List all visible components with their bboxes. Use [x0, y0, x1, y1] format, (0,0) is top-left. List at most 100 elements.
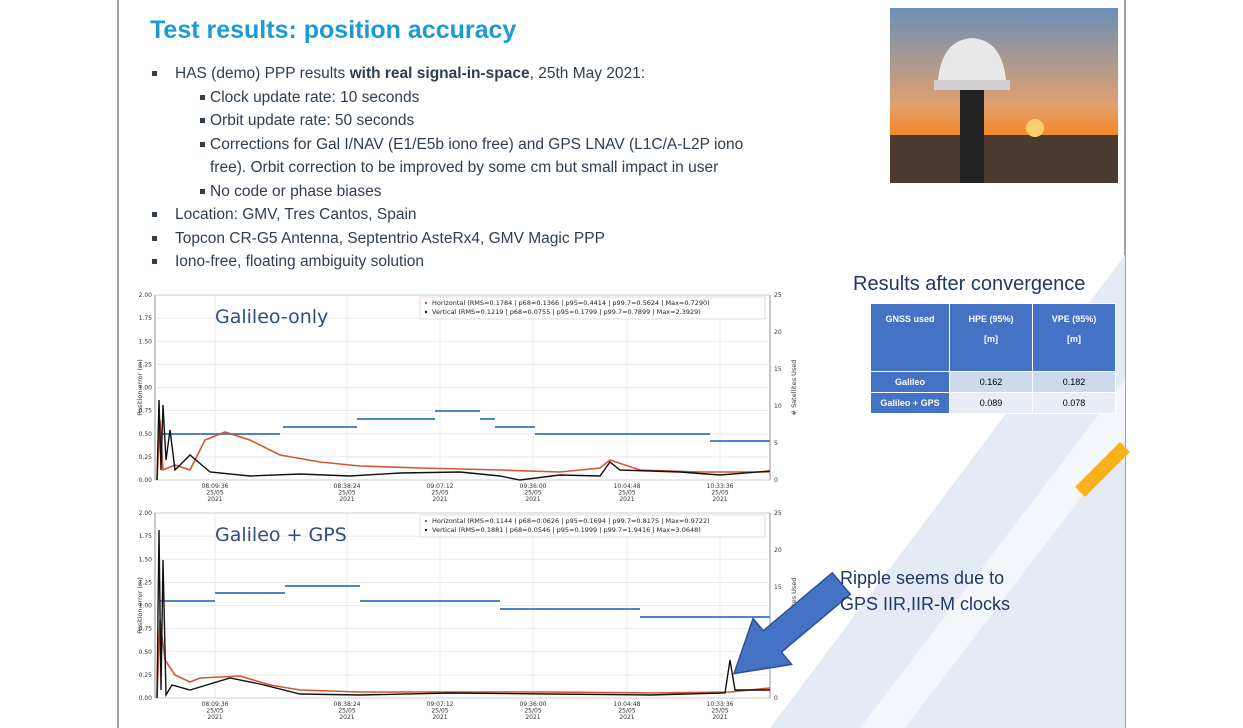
- y-tick-label: 0.25: [139, 672, 153, 679]
- y-tick-label: 2.00: [139, 292, 153, 299]
- x-tick-label: 25/05: [338, 708, 355, 715]
- x-tick-label: 2021: [207, 496, 222, 503]
- legend-marker: [425, 529, 427, 531]
- y-tick-label: 1.75: [139, 315, 153, 322]
- x-tick-label: 2021: [619, 714, 634, 721]
- y-tick-label: 1.25: [139, 361, 153, 368]
- row-label: Galileo: [871, 372, 950, 393]
- bullet-marker: [152, 212, 157, 217]
- y-tick-label: 0.00: [139, 477, 153, 484]
- results-title: Results after convergence: [853, 273, 1085, 296]
- y2-tick-label: 0: [774, 695, 778, 702]
- header-text: HPE (95%): [968, 314, 1013, 324]
- x-tick-label: 2021: [339, 496, 354, 503]
- x-tick-label: 2021: [712, 496, 727, 503]
- x-tick-label: 25/05: [431, 490, 448, 497]
- sub-bullet-text: No code or phase biases: [210, 183, 381, 200]
- x-tick-label: 2021: [207, 714, 222, 721]
- header-cell: HPE (95%) [m]: [950, 304, 1033, 372]
- x-tick-label: 25/05: [711, 708, 728, 715]
- x-tick-label: 09:07:12: [427, 701, 454, 708]
- legend-entry: Horizontal (RMS=0.1144 | p68=0.0626 | p9…: [432, 517, 710, 525]
- bullet: HAS (demo) PPP results with real signal-…: [175, 62, 645, 85]
- x-tick-label: 09:36:00: [520, 483, 547, 490]
- slide: # Satellites UsedPosition error (m)20212…: [0, 0, 1243, 728]
- y-tick-label: 0.50: [139, 431, 153, 438]
- x-tick-label: 10:33:36: [707, 701, 734, 708]
- bullet-marker: [152, 259, 157, 264]
- sub-bullet-text: Clock update rate: 10 seconds: [210, 89, 419, 106]
- legend-entry: Vertical (RMS=0.1881 | p68=0.0546 | p95=…: [432, 526, 701, 534]
- y2-tick-label: 20: [774, 329, 782, 336]
- header-unit: [m]: [1067, 334, 1081, 344]
- annotation: GPS IIR,IIR-M clocks: [840, 594, 1010, 615]
- annotation: Ripple seems due to: [840, 568, 1004, 589]
- y-tick-label: 0.75: [139, 626, 153, 633]
- sub-bullet-text: Corrections for Gal I/NAV (E1/E5b iono f…: [210, 136, 743, 153]
- sub-bullet-marker: [200, 189, 205, 194]
- y-tick-label: 1.75: [139, 533, 153, 540]
- x-tick-label: 09:36:00: [520, 701, 547, 708]
- y2-tick-label: 0: [774, 477, 778, 484]
- y-tick-label: 0.00: [139, 695, 153, 702]
- x-tick-label: 25/05: [618, 490, 635, 497]
- header-cell: VPE (95%) [m]: [1033, 304, 1116, 372]
- header-unit: [m]: [984, 334, 998, 344]
- chart-label: Galileo-only: [215, 306, 328, 328]
- header-text: VPE (95%): [1052, 314, 1097, 324]
- bullet: Location: GMV, Tres Cantos, Spain: [175, 203, 417, 226]
- bullet-marker: [152, 71, 157, 76]
- x-tick-label: 25/05: [711, 490, 728, 497]
- cell: 0.078: [1033, 393, 1116, 414]
- legend-marker: [425, 311, 427, 313]
- y-tick-label: 1.50: [139, 338, 153, 345]
- bullet-text: Topcon CR-G5 Antenna, Septentrio AsteRx4…: [175, 230, 605, 247]
- bullet: Iono-free, floating ambiguity solution: [175, 250, 424, 273]
- x-tick-label: 10:33:36: [707, 483, 734, 490]
- x-tick-label: 2021: [432, 714, 447, 721]
- y-tick-label: 1.00: [139, 603, 153, 610]
- photo-antenna: [890, 8, 1118, 183]
- x-tick-label: 08:38:24: [334, 483, 361, 490]
- sub-bullet: Clock update rate: 10 seconds: [210, 86, 419, 109]
- sub-bullet-marker: [200, 142, 205, 147]
- x-tick-label: 2021: [339, 714, 354, 721]
- y-tick-label: 1.50: [139, 556, 153, 563]
- bullet-text: , 25th May 2021:: [530, 65, 645, 82]
- header-cell: GNSS used: [871, 304, 950, 372]
- legend-marker: [425, 520, 427, 522]
- x-tick-label: 2021: [525, 714, 540, 721]
- x-tick-label: 25/05: [431, 708, 448, 715]
- sub-bullet: Corrections for Gal I/NAV (E1/E5b iono f…: [210, 133, 743, 156]
- y-tick-label: 0.75: [139, 408, 153, 415]
- sub-bullet: free). Orbit correction to be improved b…: [210, 156, 718, 179]
- results-table: GNSS used HPE (95%) [m] VPE (95%) [m] Gali…: [870, 303, 1116, 414]
- y2-tick-label: 5: [774, 440, 778, 447]
- row-label: Galileo + GPS: [871, 393, 950, 414]
- x-tick-label: 25/05: [618, 708, 635, 715]
- x-tick-label: 25/05: [206, 708, 223, 715]
- sub-bullet: No code or phase biases: [210, 180, 381, 203]
- cell: 0.089: [950, 393, 1033, 414]
- x-tick-label: 2021: [619, 496, 634, 503]
- legend-entry: Vertical (RMS=0.1219 | p68=0.0755 | p95=…: [432, 308, 701, 316]
- x-tick-label: 10:04:48: [614, 701, 641, 708]
- x-tick-label: 25/05: [524, 490, 541, 497]
- y2-tick-label: 15: [774, 366, 782, 373]
- x-tick-label: 2021: [432, 496, 447, 503]
- x-tick-label: 25/05: [338, 490, 355, 497]
- sub-bullet-marker: [200, 118, 205, 123]
- x-tick-label: 25/05: [524, 708, 541, 715]
- y-tick-label: 1.00: [139, 385, 153, 392]
- x-tick-label: 09:07:12: [427, 483, 454, 490]
- x-tick-label: 08:09:36: [202, 701, 229, 708]
- y-tick-label: 0.50: [139, 649, 153, 656]
- chart-label: Galileo + GPS: [215, 524, 347, 546]
- x-tick-label: 10:04:48: [614, 483, 641, 490]
- legend-marker: [425, 302, 427, 304]
- y2-tick-label: 10: [774, 403, 782, 410]
- y2-tick-label: 25: [774, 292, 782, 299]
- sub-bullet-text: Orbit update rate: 50 seconds: [210, 112, 414, 129]
- x-tick-label: 2021: [712, 714, 727, 721]
- cell: 0.182: [1033, 372, 1116, 393]
